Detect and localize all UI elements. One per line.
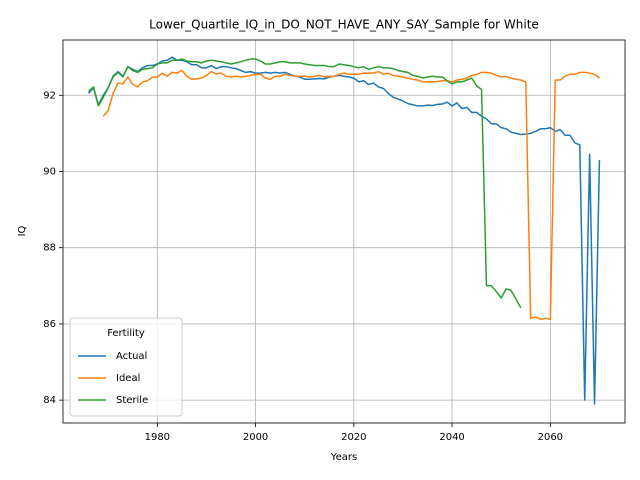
x-tick-label: 2060 <box>538 432 563 443</box>
x-tick-label: 2020 <box>341 432 366 443</box>
series-line <box>87 56 601 405</box>
y-tick-label: 86 <box>43 319 56 330</box>
x-tick-label: 2000 <box>243 432 268 443</box>
legend-label: Actual <box>116 351 147 362</box>
x-axis-label: Years <box>330 452 357 463</box>
x-tick-label: 2040 <box>439 432 464 443</box>
chart-title: Lower_Quartile_IQ_in_DO_NOT_HAVE_ANY_SAY… <box>149 18 539 32</box>
plot-frame <box>62 39 626 424</box>
legend-box <box>69 317 183 417</box>
series-line <box>102 69 600 321</box>
legend-label: Sterile <box>116 395 148 406</box>
y-tick-label: 84 <box>43 395 56 406</box>
y-axis-label: IQ <box>17 225 28 236</box>
x-tick-label: 1980 <box>145 432 170 443</box>
y-tick-label: 90 <box>43 166 56 177</box>
y-tick-label: 88 <box>43 243 56 254</box>
series-line <box>88 58 522 309</box>
y-tick-label: 92 <box>43 90 56 101</box>
legend-label: Ideal <box>116 373 140 384</box>
legend-title: Fertility <box>107 328 145 339</box>
legend: Fertility Actual Ideal Sterile <box>69 317 183 417</box>
